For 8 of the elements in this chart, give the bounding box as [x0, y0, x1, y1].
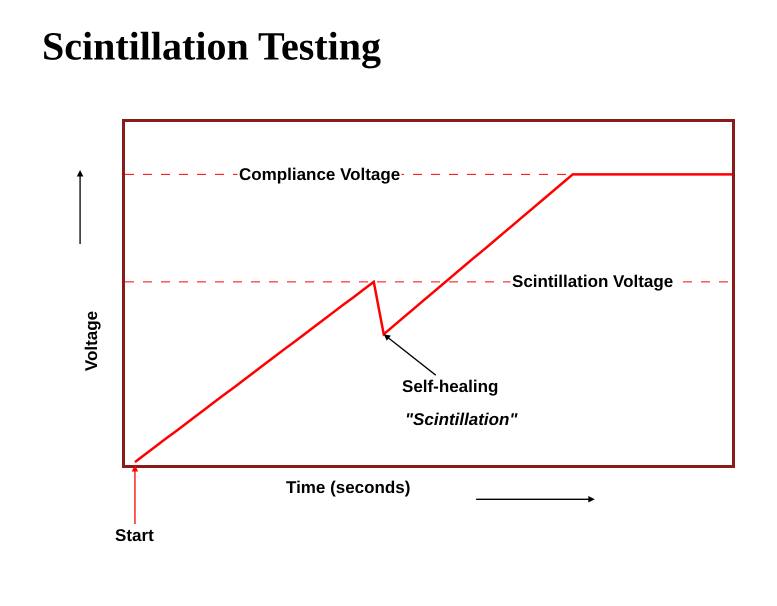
- chart-title: Scintillation Testing: [42, 23, 381, 68]
- annotation: Self-healing: [402, 377, 498, 396]
- ref-line-label: Scintillation Voltage: [512, 272, 674, 291]
- text: Start: [115, 526, 154, 545]
- x-axis-title: Time (seconds): [286, 478, 410, 497]
- ref-line-label: Compliance Voltage: [239, 165, 400, 184]
- annotation: "Scintillation": [405, 410, 518, 429]
- y-axis-title: Voltage: [82, 310, 102, 372]
